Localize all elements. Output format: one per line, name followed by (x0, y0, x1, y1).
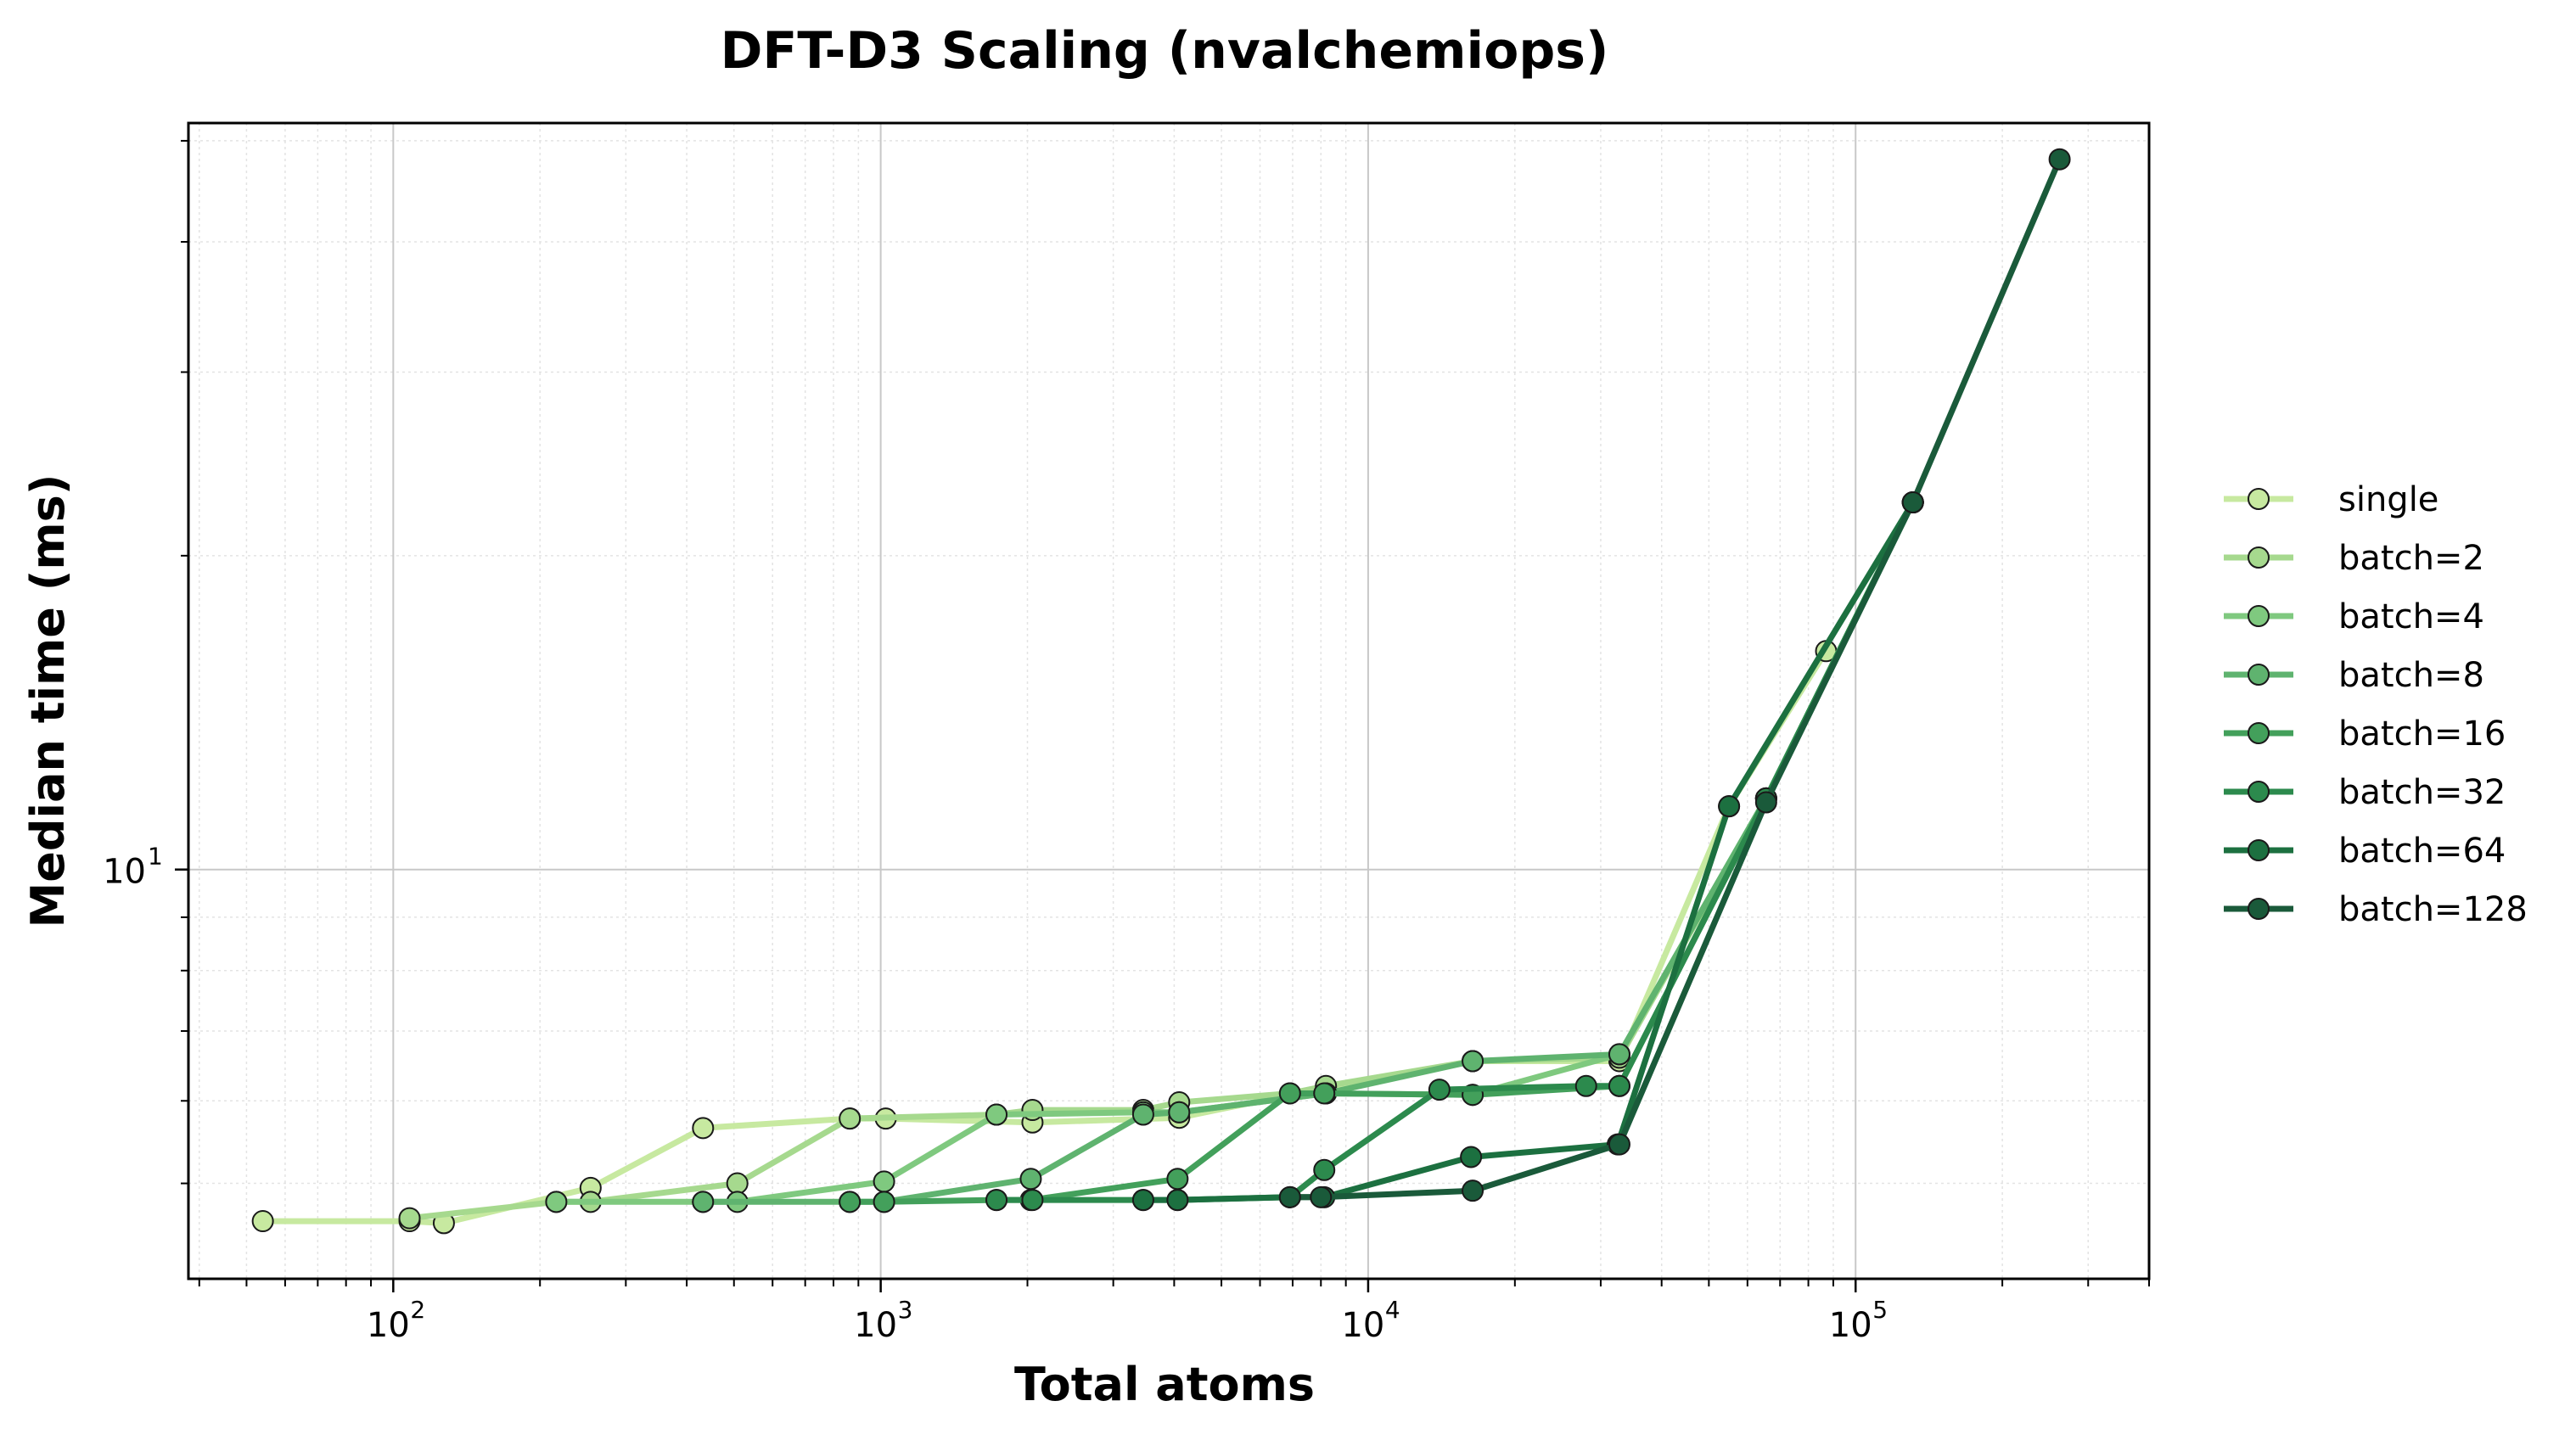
legend-label: batch=8 (2338, 656, 2484, 695)
chart-title: DFT-D3 Scaling (nvalchemiops) (721, 21, 1609, 81)
legend-marker (2248, 781, 2270, 803)
data-point (545, 1191, 568, 1213)
data-point (1901, 491, 1924, 514)
legend-item: batch=8 (2224, 656, 2484, 695)
legend-item: batch=32 (2224, 773, 2506, 812)
data-point (1019, 1168, 1042, 1191)
data-point (1428, 1079, 1451, 1101)
data-point (1460, 1146, 1483, 1168)
legend-label: batch=16 (2338, 714, 2506, 754)
x-axis-label: Total atoms (1014, 1358, 1315, 1411)
x-tick-label-base: 10 (367, 1306, 410, 1345)
legend-marker (2248, 546, 2270, 569)
data-point (873, 1170, 895, 1193)
data-point (839, 1191, 861, 1213)
x-tick-label-exponent: 3 (898, 1296, 913, 1324)
data-point (1021, 1189, 1044, 1212)
data-point (1462, 1050, 1484, 1073)
data-point (1131, 1103, 1154, 1126)
legend-label: batch=4 (2338, 597, 2484, 636)
data-point (1278, 1082, 1301, 1105)
legend-label: batch=64 (2338, 832, 2506, 871)
data-point (1608, 1043, 1630, 1066)
x-tick-label-exponent: 2 (410, 1296, 425, 1324)
legend-item: batch=16 (2224, 714, 2506, 754)
data-point (1313, 1158, 1336, 1181)
data-point (985, 1103, 1008, 1126)
x-tick-label-exponent: 5 (1872, 1296, 1888, 1324)
data-point (692, 1191, 715, 1213)
data-point (398, 1207, 421, 1230)
legend-marker (2248, 722, 2270, 744)
x-tick-label: 10 5 (1829, 1296, 1888, 1345)
legend-item: batch=64 (2224, 832, 2506, 871)
legend-marker (2248, 839, 2270, 861)
series-line (1140, 499, 1917, 1203)
legend-marker (2248, 664, 2270, 686)
legend-label: batch=2 (2338, 539, 2484, 578)
x-tick-label: 10 3 (854, 1296, 912, 1345)
legend: single batch=2 batch=4 batch=8 batch=16 batch… (2224, 480, 2528, 929)
ticks-layer: 10 2 10 3 10 4 10 510 1 (103, 139, 2150, 1345)
data-point (985, 1189, 1008, 1212)
data-point (1608, 1074, 1630, 1097)
series-batch-128 (1278, 148, 2071, 1208)
legend-item: single (2224, 480, 2439, 519)
data-point (1168, 1101, 1191, 1124)
data-point (1313, 1082, 1336, 1105)
y-tick-label-exponent: 1 (148, 843, 163, 871)
y-tick-label-base: 10 (103, 853, 146, 892)
plot-frame (187, 121, 2151, 1280)
legend-item: batch=2 (2224, 539, 2484, 578)
legend-item: batch=4 (2224, 597, 2484, 636)
data-point (1574, 1074, 1597, 1097)
y-axis-label: Median time (ms) (21, 474, 75, 928)
legend-item: batch=128 (2224, 890, 2528, 929)
legend-marker (2248, 488, 2270, 510)
series-layer (251, 148, 2071, 1235)
x-tick-label: 10 2 (367, 1296, 425, 1345)
x-tick-label: 10 4 (1341, 1296, 1400, 1345)
data-point (1462, 1180, 1484, 1202)
data-point (251, 1210, 274, 1233)
legend-label: single (2338, 480, 2439, 519)
x-tick-label-exponent: 4 (1385, 1296, 1400, 1324)
data-point (839, 1107, 861, 1130)
data-point (726, 1172, 749, 1195)
data-point (1608, 1133, 1630, 1156)
y-tick-label: 10 1 (103, 843, 163, 892)
data-point (1278, 1185, 1301, 1208)
legend-marker (2248, 605, 2270, 627)
data-point (2048, 148, 2071, 171)
data-point (1166, 1189, 1189, 1212)
x-tick-label-base: 10 (1341, 1306, 1384, 1345)
x-tick-label-base: 10 (854, 1306, 897, 1345)
data-point (1754, 791, 1777, 814)
legend-label: batch=32 (2338, 773, 2506, 812)
data-point (873, 1191, 895, 1213)
data-point (1166, 1168, 1189, 1191)
data-point (1131, 1189, 1154, 1212)
data-point (1718, 795, 1741, 818)
data-point (692, 1117, 715, 1140)
legend-marker (2248, 898, 2270, 920)
legend-label: batch=128 (2338, 890, 2528, 929)
x-tick-label-base: 10 (1829, 1306, 1872, 1345)
data-point (1310, 1185, 1333, 1208)
